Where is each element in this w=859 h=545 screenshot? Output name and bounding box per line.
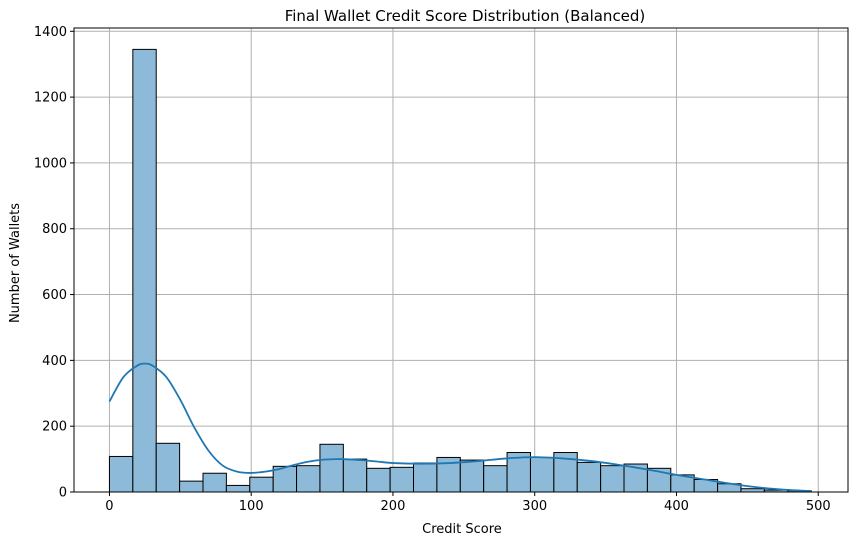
x-tick-label: 100 <box>239 499 264 514</box>
y-tick-label: 200 <box>42 420 67 435</box>
kde-line <box>108 362 812 492</box>
histogram-bar <box>483 465 508 493</box>
y-tick-label: 400 <box>42 354 67 369</box>
histogram-bar <box>459 459 485 493</box>
kde-curve-group <box>108 362 812 492</box>
histogram-bar <box>296 465 321 493</box>
histogram-bar <box>202 472 227 493</box>
histogram-bar <box>576 461 602 493</box>
y-tick-label: 600 <box>42 288 67 303</box>
y-axis-ticks: 0 200 400 600 800 1000 1200 1400 <box>34 25 74 501</box>
x-tick-label: 300 <box>522 499 547 514</box>
x-tick-label: 400 <box>664 499 689 514</box>
y-tick-label: 1400 <box>34 25 67 40</box>
histogram-bar <box>155 442 181 493</box>
y-tick-label: 1200 <box>34 91 67 106</box>
histogram-bar <box>366 467 391 493</box>
y-tick-label: 800 <box>42 222 67 237</box>
x-tick-label: 500 <box>806 499 831 514</box>
histogram-bar <box>132 48 157 493</box>
histogram-bar <box>413 462 438 493</box>
histogram-bar <box>108 455 134 493</box>
y-tick-label: 1000 <box>34 156 67 171</box>
y-axis-label: Number of Wallets <box>8 203 23 323</box>
histogram-bar <box>529 456 555 493</box>
y-tick-label: 0 <box>59 486 67 501</box>
grid-lines <box>74 28 848 493</box>
x-axis-ticks: 0 100 200 300 400 500 <box>105 492 831 514</box>
histogram-bar <box>249 476 274 493</box>
x-tick-label: 0 <box>105 499 113 514</box>
histogram-bar <box>389 466 415 493</box>
x-axis-label: Credit Score <box>422 522 502 537</box>
histogram-bar <box>342 458 368 493</box>
x-tick-label: 200 <box>381 499 406 514</box>
histogram-bar <box>225 484 251 493</box>
histogram-bar <box>179 480 204 493</box>
plot-frame <box>73 27 849 493</box>
chart-title: Final Wallet Credit Score Distribution (… <box>285 7 646 25</box>
histogram-bar <box>600 465 625 493</box>
histogram-bar <box>319 443 344 493</box>
